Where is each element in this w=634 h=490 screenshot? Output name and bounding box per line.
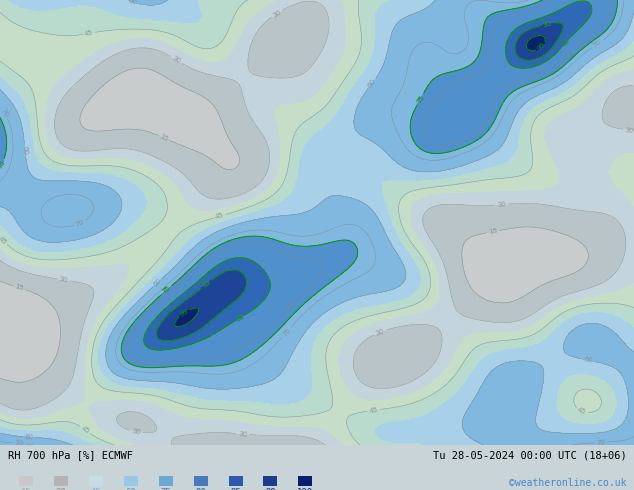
- Bar: [194, 476, 208, 487]
- Text: 30: 30: [624, 127, 634, 134]
- Text: 90: 90: [235, 313, 245, 322]
- Text: 95: 95: [230, 488, 241, 490]
- Text: 70: 70: [75, 219, 86, 228]
- Text: 30: 30: [58, 276, 68, 284]
- Text: 45: 45: [91, 488, 101, 490]
- Text: 70: 70: [597, 439, 605, 446]
- Text: 80: 80: [287, 300, 297, 311]
- Text: 60: 60: [152, 278, 163, 288]
- Text: 95: 95: [202, 279, 212, 289]
- Text: 30: 30: [238, 431, 247, 438]
- Bar: [124, 476, 138, 487]
- Text: 75: 75: [162, 285, 172, 295]
- Text: 45: 45: [215, 212, 225, 220]
- Text: 60: 60: [583, 356, 593, 364]
- Text: 70: 70: [281, 327, 292, 338]
- Text: 90: 90: [235, 313, 245, 322]
- Text: 60: 60: [25, 434, 34, 441]
- Text: 95: 95: [543, 20, 552, 28]
- Text: 60: 60: [367, 78, 377, 89]
- Bar: [20, 476, 34, 487]
- Bar: [158, 476, 172, 487]
- Bar: [299, 476, 313, 487]
- Text: 60: 60: [126, 488, 136, 490]
- Text: 15: 15: [488, 228, 498, 235]
- Text: 30: 30: [171, 55, 182, 65]
- Text: 75: 75: [416, 94, 425, 104]
- Text: 60: 60: [22, 146, 29, 155]
- Text: 90: 90: [560, 37, 571, 48]
- Text: 30: 30: [131, 428, 141, 436]
- Bar: [54, 476, 68, 487]
- Text: 95: 95: [202, 279, 212, 289]
- Text: 100: 100: [297, 488, 313, 490]
- Text: 75: 75: [160, 488, 171, 490]
- Text: 45: 45: [80, 425, 91, 435]
- Text: 75: 75: [0, 159, 6, 170]
- Text: 30: 30: [271, 8, 282, 19]
- Text: 75: 75: [416, 94, 425, 104]
- Bar: [228, 476, 242, 487]
- Text: 70: 70: [592, 39, 602, 49]
- Text: 99: 99: [179, 308, 190, 318]
- Text: 99: 99: [536, 42, 547, 52]
- Text: 45: 45: [369, 407, 378, 414]
- Text: 45: 45: [84, 29, 94, 37]
- Text: 99: 99: [265, 488, 276, 490]
- Text: 30: 30: [375, 328, 385, 337]
- Text: 15: 15: [14, 283, 24, 292]
- Text: 45: 45: [577, 407, 587, 416]
- Text: 75: 75: [0, 159, 6, 170]
- Text: 90: 90: [560, 37, 571, 48]
- Text: 95: 95: [543, 20, 552, 28]
- Text: 15: 15: [21, 488, 32, 490]
- Text: 70: 70: [0, 107, 9, 118]
- Text: RH 700 hPa [%] ECMWF: RH 700 hPa [%] ECMWF: [8, 450, 133, 460]
- Text: 30: 30: [497, 201, 507, 208]
- Bar: [89, 476, 103, 487]
- Bar: [264, 476, 278, 487]
- Text: 30: 30: [56, 488, 67, 490]
- Text: ©weatheronline.co.uk: ©weatheronline.co.uk: [509, 478, 626, 488]
- Text: 45: 45: [0, 235, 8, 245]
- Text: 70: 70: [15, 440, 24, 447]
- Text: 60: 60: [127, 0, 138, 6]
- Text: Tu 28-05-2024 00:00 UTC (18+06): Tu 28-05-2024 00:00 UTC (18+06): [432, 450, 626, 460]
- Text: 15: 15: [158, 133, 169, 143]
- Text: 90: 90: [195, 488, 206, 490]
- Text: 75: 75: [162, 285, 172, 295]
- Text: 80: 80: [564, 49, 575, 59]
